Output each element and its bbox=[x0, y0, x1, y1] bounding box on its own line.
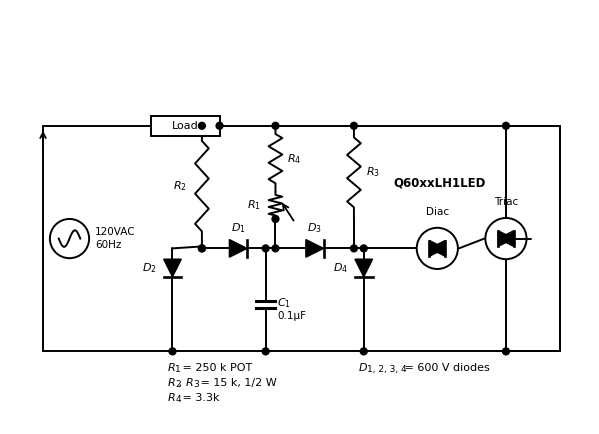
Text: 1: 1 bbox=[176, 365, 181, 374]
Text: Load: Load bbox=[172, 121, 199, 131]
Circle shape bbox=[361, 348, 367, 355]
Text: = 250 k POT: = 250 k POT bbox=[179, 363, 253, 373]
Text: R$_3$: R$_3$ bbox=[366, 165, 380, 179]
Polygon shape bbox=[306, 240, 323, 257]
Text: Q60xxLH1LED: Q60xxLH1LED bbox=[393, 177, 485, 190]
Text: D$_3$: D$_3$ bbox=[307, 221, 322, 235]
Circle shape bbox=[272, 122, 279, 129]
Polygon shape bbox=[164, 259, 181, 277]
Text: 60Hz: 60Hz bbox=[95, 240, 122, 250]
Circle shape bbox=[361, 245, 367, 252]
Text: R$_1$: R$_1$ bbox=[247, 198, 261, 212]
Text: D: D bbox=[359, 363, 367, 373]
Polygon shape bbox=[355, 259, 373, 277]
Text: 0.1μF: 0.1μF bbox=[277, 311, 307, 321]
Circle shape bbox=[216, 122, 223, 129]
Polygon shape bbox=[229, 240, 247, 257]
Circle shape bbox=[262, 245, 269, 252]
Circle shape bbox=[272, 245, 279, 252]
Text: = 15 k, 1/2 W: = 15 k, 1/2 W bbox=[197, 378, 277, 388]
Text: 1, 2, 3, 4: 1, 2, 3, 4 bbox=[367, 365, 406, 374]
Circle shape bbox=[198, 245, 205, 252]
Polygon shape bbox=[498, 231, 514, 247]
Text: R: R bbox=[168, 393, 176, 403]
FancyBboxPatch shape bbox=[151, 116, 220, 135]
Circle shape bbox=[198, 245, 205, 252]
Circle shape bbox=[350, 245, 358, 252]
Polygon shape bbox=[498, 231, 514, 247]
Text: C$_1$: C$_1$ bbox=[277, 296, 292, 310]
Circle shape bbox=[198, 122, 205, 129]
Text: D$_2$: D$_2$ bbox=[142, 261, 157, 275]
Text: = 600 V diodes: = 600 V diodes bbox=[401, 363, 490, 373]
Text: = 3.3k: = 3.3k bbox=[179, 393, 220, 403]
Text: R$_2$: R$_2$ bbox=[173, 179, 187, 193]
Text: D$_1$: D$_1$ bbox=[231, 221, 246, 235]
Text: D$_4$: D$_4$ bbox=[333, 261, 348, 275]
Circle shape bbox=[169, 348, 176, 355]
Text: R$_4$: R$_4$ bbox=[288, 152, 302, 165]
Text: 4: 4 bbox=[176, 395, 181, 404]
Circle shape bbox=[262, 348, 269, 355]
Text: 2: 2 bbox=[176, 380, 181, 389]
Circle shape bbox=[272, 216, 279, 222]
Text: Diac: Diac bbox=[426, 207, 449, 217]
Polygon shape bbox=[429, 240, 445, 256]
Text: R: R bbox=[168, 378, 176, 388]
Polygon shape bbox=[429, 240, 445, 256]
Circle shape bbox=[503, 348, 509, 355]
Text: 120VAC: 120VAC bbox=[95, 227, 135, 237]
Circle shape bbox=[503, 122, 509, 129]
Text: R: R bbox=[168, 363, 176, 373]
Circle shape bbox=[350, 122, 358, 129]
Text: Triac: Triac bbox=[494, 197, 518, 207]
Text: 3: 3 bbox=[193, 380, 199, 389]
Text: , R: , R bbox=[179, 378, 194, 388]
